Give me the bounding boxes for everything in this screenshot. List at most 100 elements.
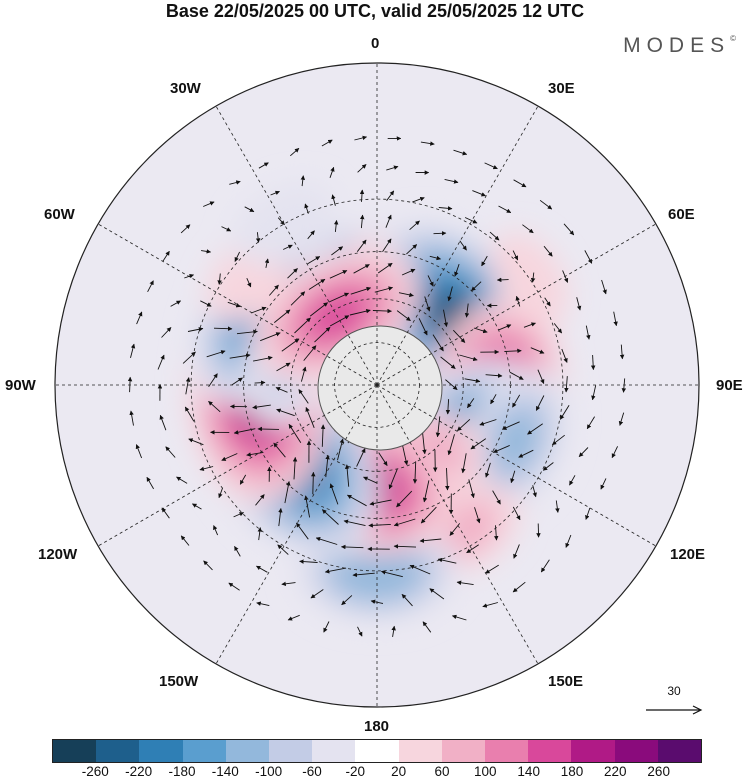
wind-arrow-247 (447, 434, 455, 456)
anomaly-cell-7-level-2 (492, 408, 540, 474)
wind-arrow-54 (576, 297, 582, 311)
colorbar-swatch-1 (96, 740, 140, 762)
wind-arrow-95 (489, 231, 500, 241)
wind-arrow-161 (208, 400, 221, 413)
wind-arrow-282 (314, 326, 331, 343)
wind-arrow-222 (369, 499, 392, 506)
wind-arrow-178 (498, 324, 512, 331)
wind-arrow-246 (457, 418, 471, 432)
wind-arrow-260 (294, 317, 311, 334)
wind-arrow-87 (270, 190, 280, 196)
wind-arrow-110 (409, 564, 431, 575)
wind-arrow-3 (484, 162, 498, 170)
wind-arrow-44 (321, 139, 333, 147)
wind-arrow-51 (522, 224, 534, 234)
wind-arrow-157 (255, 494, 265, 506)
reference-vector-value: 30 (667, 684, 681, 698)
wind-arrow-16 (565, 534, 572, 548)
wind-arrow-173 (406, 244, 418, 255)
colorbar-swatch-0 (53, 740, 97, 762)
wind-arrow-35 (130, 343, 136, 359)
wind-arrow-49 (472, 190, 486, 197)
wind-arrow-85 (221, 226, 232, 232)
wind-arrow-84 (201, 249, 212, 254)
wind-arrow-66 (429, 588, 445, 600)
wind-arrow-271 (435, 416, 441, 438)
wind-arrow-196 (233, 428, 256, 435)
wind-arrow-180 (509, 371, 524, 380)
brand-copyright-mark: © (730, 34, 736, 43)
wind-arrow-237 (353, 264, 370, 274)
wind-arrow-74 (213, 525, 219, 536)
wind-arrow-37 (147, 280, 154, 293)
wind-arrow-206 (356, 239, 367, 252)
wind-arrow-45 (354, 135, 368, 141)
wind-arrow-50 (498, 205, 512, 213)
wind-arrow-10 (619, 344, 625, 360)
wind-arrow-235 (308, 278, 326, 290)
colorbar-swatch-10 (485, 740, 529, 762)
modes-logo: MODES© (623, 34, 736, 58)
lon-label-60e: 60E (668, 206, 695, 223)
reference-vector: 30 (644, 684, 704, 724)
wind-arrow-90 (357, 164, 367, 173)
colorbar-tick-label: -140 (211, 764, 239, 779)
wind-arrow-159 (221, 453, 238, 461)
wind-arrow-138 (496, 277, 509, 283)
wind-arrow-9 (613, 311, 618, 327)
wind-arrow-228 (257, 426, 280, 432)
wind-arrow-204 (307, 256, 321, 265)
wind-arrow-232 (260, 332, 281, 342)
lon-label-180: 180 (364, 718, 390, 735)
wind-arrow-86 (244, 206, 255, 213)
wind-arrow-229 (252, 404, 271, 410)
colorbar-swatch-4 (225, 740, 270, 762)
wind-arrow-259 (281, 338, 300, 352)
wind-arrow-32 (135, 444, 143, 459)
wind-arrow-70 (310, 589, 324, 599)
wind-arrow-226 (292, 456, 298, 480)
wind-arrow-239 (398, 292, 414, 298)
wind-arrow-64 (485, 564, 499, 574)
wind-arrow-154 (315, 536, 338, 545)
lon-label-60w: 60W (44, 206, 75, 223)
wind-arrow-144 (527, 423, 543, 435)
wind-arrow-13 (611, 446, 619, 459)
wind-arrow-19 (482, 602, 499, 608)
wind-arrow-241 (443, 309, 449, 328)
wind-arrow-220 (422, 480, 430, 503)
wind-arrow-187 (420, 506, 437, 524)
wind-arrow-191 (321, 509, 339, 525)
wind-arrow-111 (380, 570, 403, 578)
colorbar-swatch-2 (139, 740, 183, 762)
colorbar-swatch-13 (614, 740, 658, 762)
wind-arrow-143 (535, 395, 545, 411)
colorbar-ticks: -260 -220 -180 -140 -100 -60 -20 20 60 100 140 180 2… (0, 764, 750, 782)
wind-arrow-184 (485, 462, 491, 478)
wind-arrow-6 (563, 223, 575, 236)
wind-arrow-261 (309, 302, 328, 317)
wind-arrow-242 (452, 329, 466, 343)
wind-arrow-134 (409, 220, 420, 231)
colorbar-tick-label: -20 (345, 764, 366, 779)
wind-arrow-40 (203, 201, 215, 207)
wind-arrow-164 (213, 326, 233, 331)
colorbar-swatch-8 (398, 740, 442, 762)
wind-arrow-96 (512, 250, 519, 261)
wind-arrow-190 (343, 519, 366, 527)
wind-arrow-112 (352, 572, 375, 578)
wind-arrow-93 (438, 206, 453, 211)
lon-label-150e: 150E (548, 673, 584, 690)
wind-arrow-245 (467, 398, 475, 409)
wind-arrow-255 (288, 423, 302, 444)
wind-arrow-115 (277, 544, 289, 555)
wind-arrow-39 (180, 224, 191, 234)
wind-arrow-113 (324, 567, 347, 574)
wind-arrow-278 (305, 406, 315, 428)
wind-arrow-61 (555, 500, 560, 513)
wind-arrow-108 (466, 544, 479, 554)
anomaly-cell-10-level-3 (348, 552, 406, 589)
wind-arrow-258 (276, 362, 291, 372)
wind-arrow-98 (544, 297, 551, 307)
wind-arrow-141 (530, 347, 545, 354)
